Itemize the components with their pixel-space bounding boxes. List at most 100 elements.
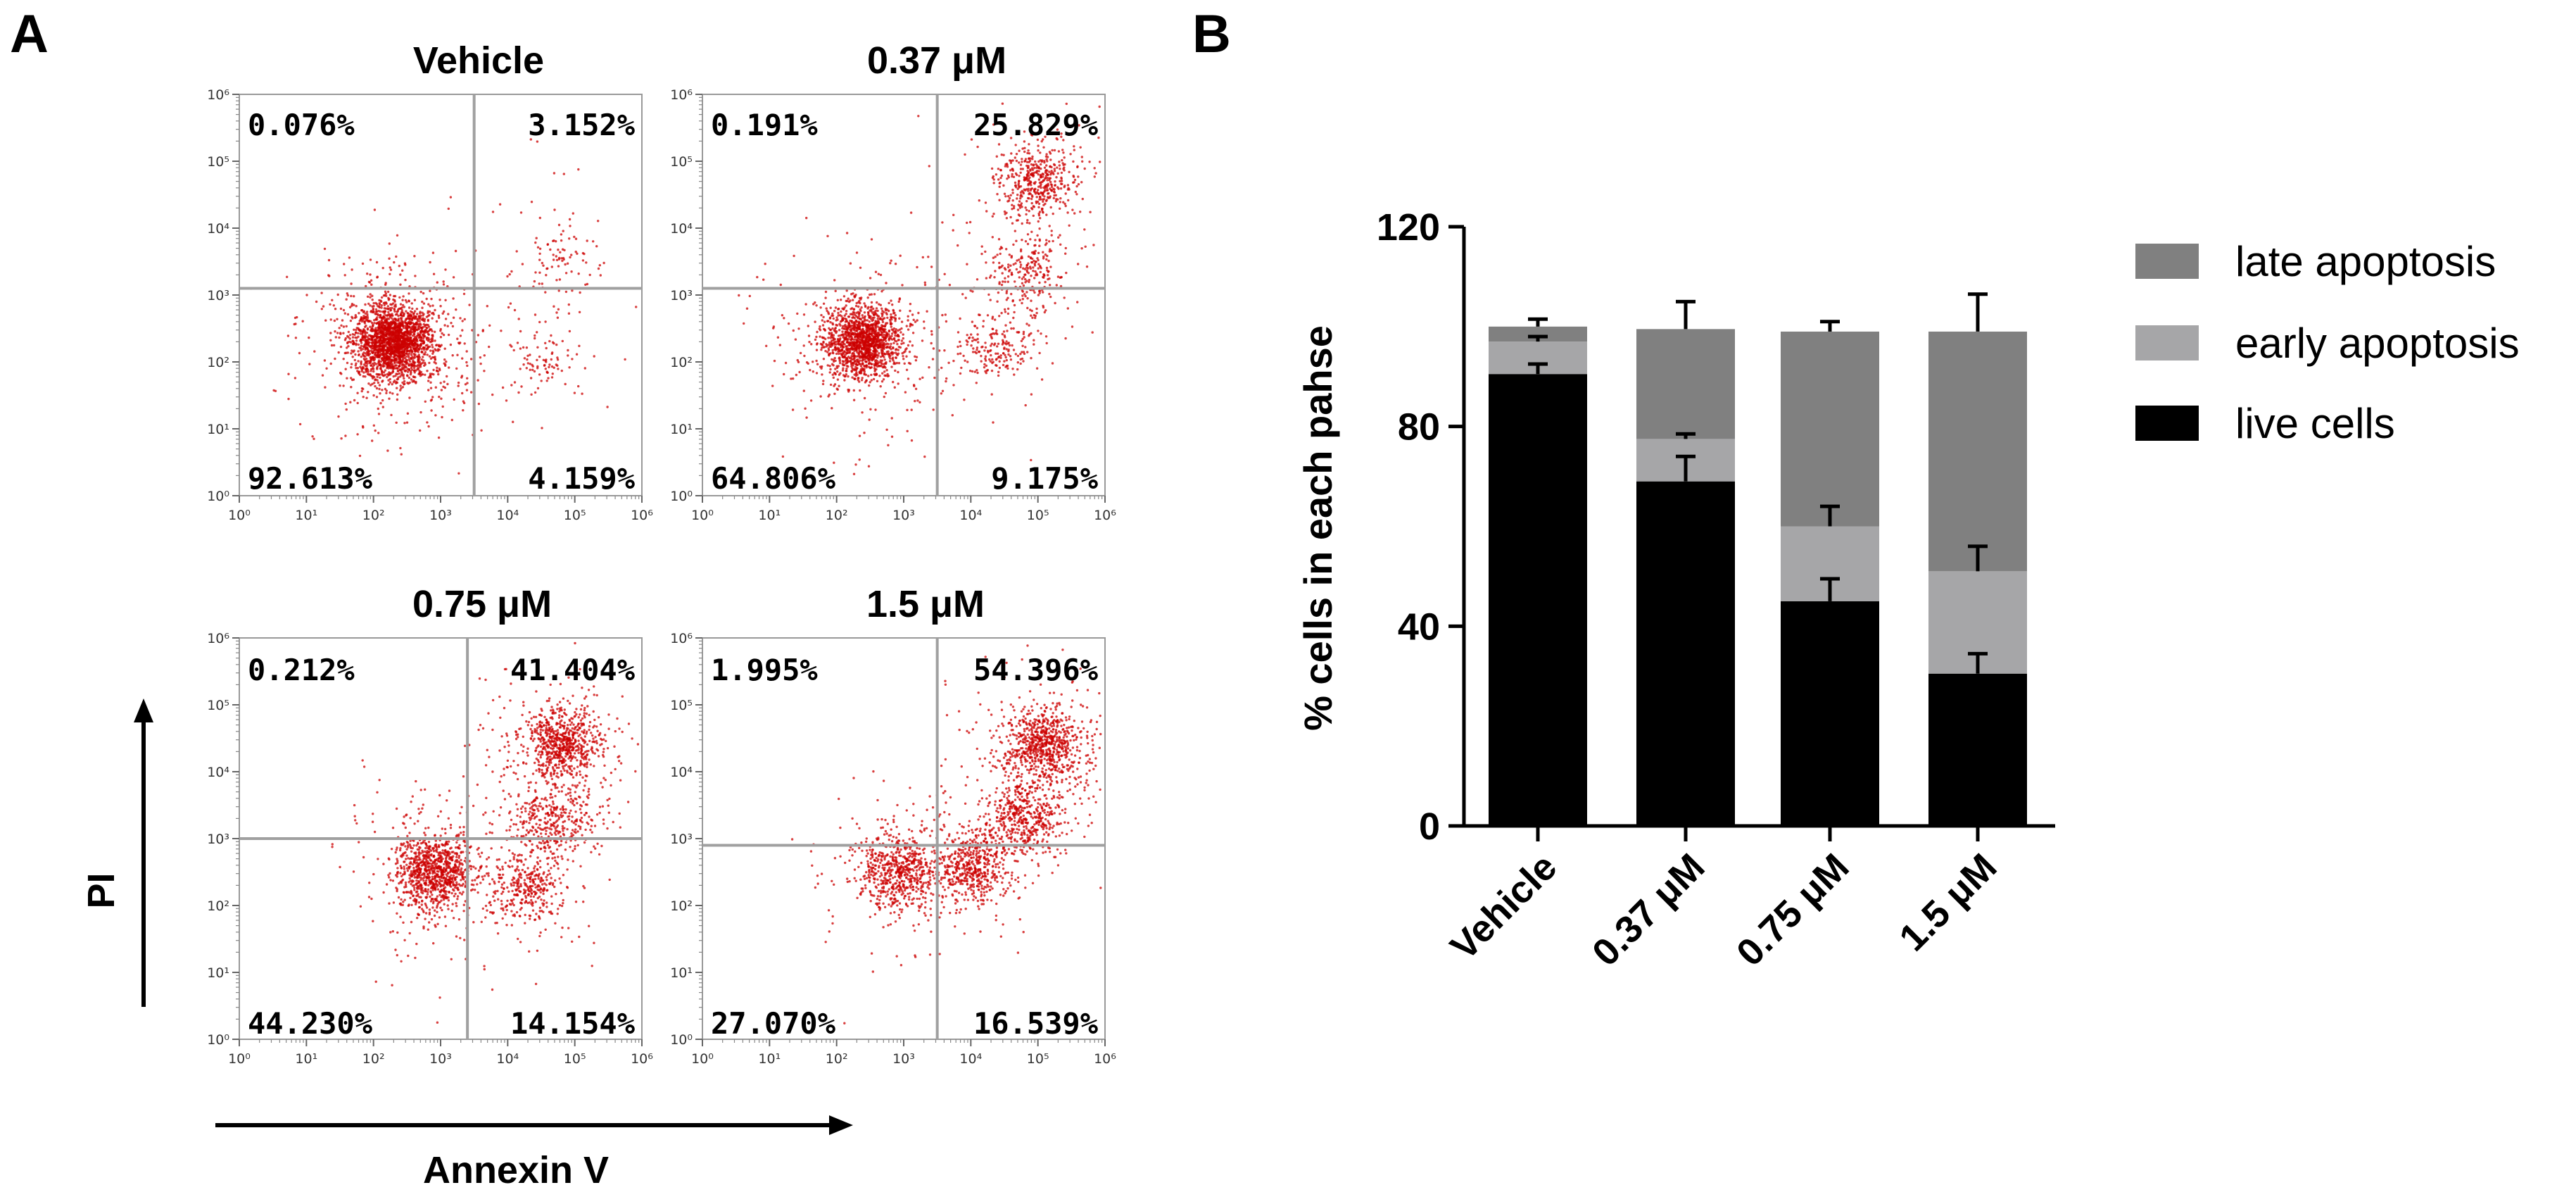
- scatter-point: [578, 344, 581, 347]
- scatter-point: [898, 328, 902, 331]
- scatter-point: [1040, 186, 1042, 189]
- scatter-point: [1064, 204, 1067, 208]
- scatter-point: [405, 421, 409, 424]
- scatter-point: [435, 320, 438, 323]
- scatter-point: [394, 305, 397, 308]
- scatter-point: [519, 211, 523, 214]
- scatter-point: [386, 307, 389, 311]
- scatter-point: [378, 384, 381, 387]
- scatter-point: [852, 308, 856, 311]
- scatter-point: [878, 303, 880, 306]
- scatter-point: [1047, 182, 1049, 185]
- scatter-point: [422, 341, 425, 344]
- scatter-point: [376, 276, 379, 279]
- scatter-point: [890, 318, 893, 321]
- scatter-point: [498, 203, 502, 206]
- scatter-point: [571, 358, 574, 361]
- scatter-point: [371, 347, 374, 350]
- scatter-point: [858, 311, 861, 315]
- scatter-point: [546, 267, 549, 270]
- scatter-point: [466, 382, 469, 384]
- scatter-point: [459, 334, 462, 337]
- scatter-point: [964, 153, 966, 156]
- scatter-point: [449, 196, 453, 199]
- scatter-point: [991, 215, 995, 218]
- scatter-point: [351, 268, 353, 271]
- scatter-point: [369, 296, 372, 299]
- scatter-point: [1045, 258, 1048, 261]
- scatter-point: [844, 323, 847, 327]
- scatter-point: [350, 363, 353, 365]
- scatter-point: [366, 313, 369, 316]
- scatter-point: [918, 401, 921, 403]
- scatter-point: [370, 364, 373, 367]
- scatter-point: [831, 312, 834, 315]
- scatter-point: [906, 430, 909, 432]
- scatter-point: [861, 336, 865, 339]
- scatter-point: [412, 338, 415, 341]
- scatter-point: [1094, 172, 1097, 175]
- scatter-point: [427, 380, 430, 382]
- scatter-point: [845, 318, 848, 321]
- scatter-point: [831, 363, 834, 365]
- scatter-point: [907, 315, 909, 318]
- scatter-point: [853, 327, 856, 330]
- scatter-point: [738, 294, 740, 297]
- scatter-point: [850, 332, 854, 334]
- scatter-point: [861, 320, 864, 324]
- scatter-point: [398, 328, 401, 332]
- scatter-point: [1006, 177, 1009, 180]
- scatter-point: [879, 333, 882, 336]
- scatter-point: [909, 309, 911, 313]
- scatter-point: [1038, 281, 1041, 284]
- scatter-point: [1006, 307, 1010, 311]
- scatter-point: [834, 306, 838, 309]
- scatter-point: [851, 316, 854, 319]
- scatter-point: [1024, 206, 1027, 209]
- scatter-point: [837, 365, 840, 368]
- scatter-point: [436, 281, 438, 284]
- scatter-point: [533, 391, 537, 394]
- scatter-point: [350, 386, 353, 389]
- scatter-point: [822, 315, 825, 318]
- scatter-point: [466, 364, 469, 368]
- scatter-point: [413, 341, 417, 345]
- scatter-point: [564, 263, 567, 266]
- scatter-point: [1026, 170, 1029, 173]
- scatter-point: [821, 319, 824, 322]
- scatter-point: [1015, 219, 1018, 222]
- scatter-point: [412, 359, 415, 362]
- scatter-point: [431, 352, 434, 355]
- scatter-point: [943, 349, 946, 352]
- scatter-point: [377, 407, 379, 411]
- scatter-point: [1034, 181, 1037, 184]
- scatter-point: [371, 299, 374, 301]
- scatter-point: [353, 349, 355, 352]
- scatter-point: [488, 324, 491, 327]
- scatter-point: [874, 270, 878, 273]
- scatter-point: [945, 320, 948, 323]
- scatter-point: [863, 396, 866, 400]
- scatter-point: [427, 376, 430, 379]
- scatter-point: [850, 329, 853, 332]
- scatter-point: [372, 311, 375, 314]
- scatter-point: [546, 243, 550, 246]
- scatter-point: [375, 261, 379, 264]
- scatter-point: [823, 328, 826, 331]
- scatter-point: [412, 317, 415, 320]
- scatter-point: [868, 344, 871, 347]
- scatter-point: [535, 237, 538, 239]
- scatter-point: [399, 331, 402, 334]
- scatter-point: [825, 307, 828, 310]
- scatter-point: [428, 361, 431, 365]
- scatter-point: [329, 362, 332, 365]
- scatter-point: [357, 360, 360, 363]
- scatter-point: [351, 304, 353, 307]
- scatter-point: [384, 357, 386, 360]
- scatter-point: [1038, 211, 1042, 213]
- scatter-point: [890, 365, 893, 368]
- scatter-point: [362, 426, 365, 429]
- scatter-point: [400, 363, 404, 367]
- scatter-point: [383, 344, 386, 347]
- scatter-point: [997, 178, 1000, 181]
